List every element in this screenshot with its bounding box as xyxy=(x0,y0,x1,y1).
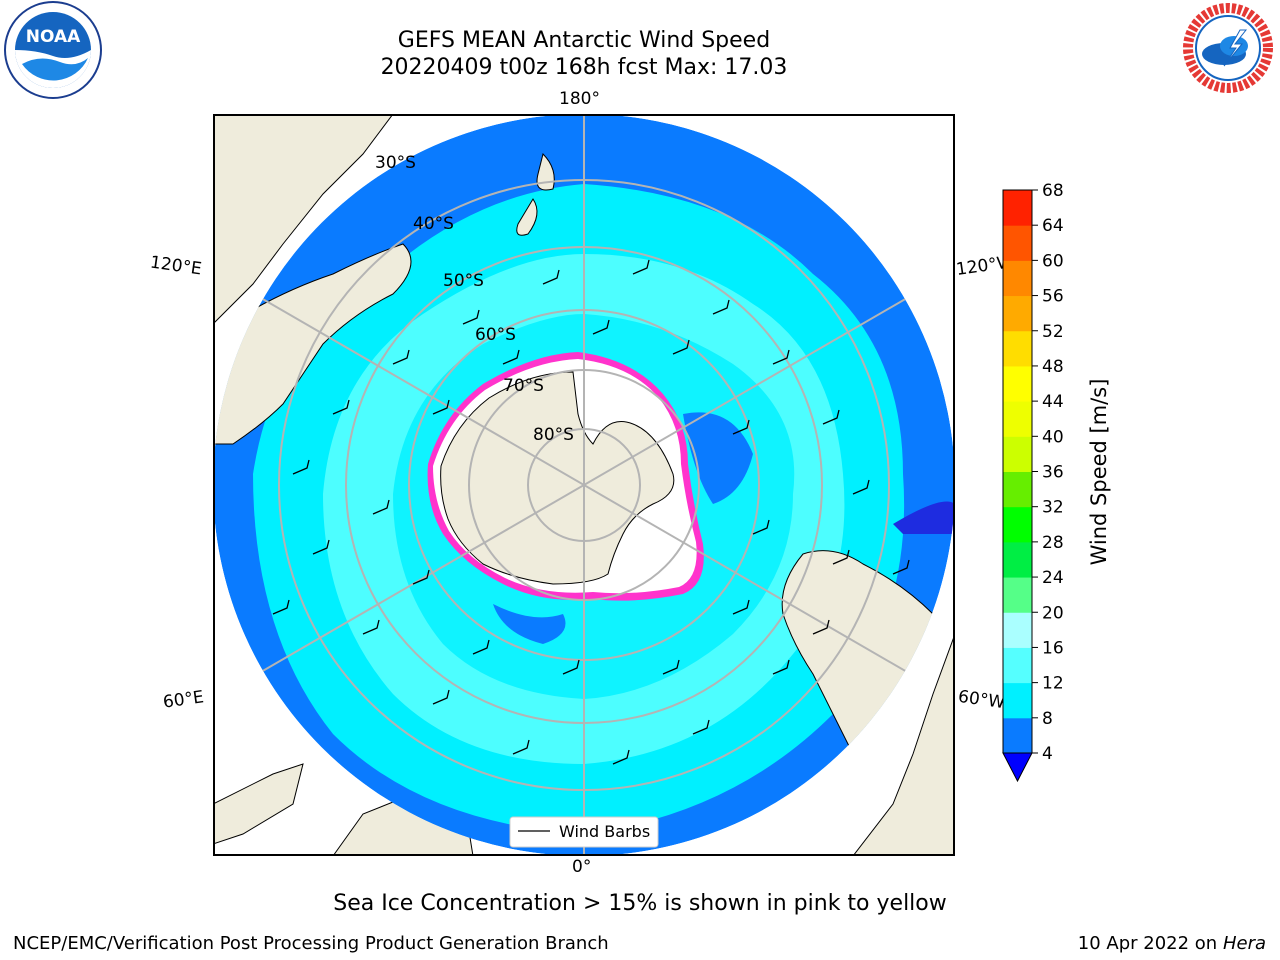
colorbar-tick-label: 4 xyxy=(1042,744,1053,764)
lat-label-40s: 40°S xyxy=(413,214,454,234)
lon-label-bottom: 0° xyxy=(572,857,592,877)
colorbar: 4 8 12 16 20 24 28 32 36 40 44 48 52 56 60 64 68 xyxy=(990,180,1130,790)
colorbar-tick-label: 32 xyxy=(1042,498,1064,518)
colorbar-segment xyxy=(1003,330,1032,367)
land-australia xyxy=(213,243,412,445)
colorbar-tick-label: 20 xyxy=(1042,603,1064,623)
land-new-zealand xyxy=(516,153,555,236)
colorbar-tick-label: 56 xyxy=(1042,287,1064,307)
nws-logo xyxy=(1178,0,1278,100)
colorbar-segment xyxy=(1003,717,1032,754)
colorbar-segment xyxy=(1003,541,1032,578)
sea-ice-caption: Sea Ice Concentration > 15% is shown in … xyxy=(333,891,947,916)
colorbar-tick-label: 68 xyxy=(1042,181,1064,201)
lon-label-upper-left: 120°E xyxy=(148,252,203,280)
colorbar-tick-label: 64 xyxy=(1042,216,1064,236)
wind-barbs xyxy=(272,259,910,765)
colorbar-tick-label: 40 xyxy=(1042,427,1064,447)
colorbar-segment xyxy=(1003,365,1032,402)
colorbar-tick-label: 48 xyxy=(1042,357,1064,377)
colorbar-segment xyxy=(1003,577,1032,613)
lon-label-top: 180° xyxy=(559,89,600,109)
footer-date: 10 Apr 2022 on Hera xyxy=(1078,933,1266,954)
colorbar-segment xyxy=(1003,260,1032,297)
colorbar-segment xyxy=(1003,471,1032,508)
lat-label-70s: 70°S xyxy=(503,376,544,396)
land-outside-topleft xyxy=(212,113,394,326)
colorbar-segment xyxy=(1003,190,1032,226)
lat-label-60s: 60°S xyxy=(475,325,516,345)
colorbar-segment xyxy=(1003,682,1032,719)
polar-map: 30°S 40°S 50°S 60°S 70°S 80°S Wind Barbs xyxy=(212,113,956,857)
colorbar-segment xyxy=(1003,295,1032,332)
colorbar-tick-label: 52 xyxy=(1042,322,1064,342)
colorbar-tick-label: 60 xyxy=(1042,251,1064,271)
colorbar-tick-label: 12 xyxy=(1042,674,1064,694)
colorbar-segment xyxy=(1003,401,1032,437)
legend-label: Wind Barbs xyxy=(559,822,650,841)
colorbar-segment xyxy=(1003,647,1032,684)
colorbar-tick-label: 36 xyxy=(1042,463,1064,483)
colorbar-segment xyxy=(1003,506,1032,543)
colorbar-tick-label: 24 xyxy=(1042,568,1064,588)
lat-label-30s: 30°S xyxy=(375,153,416,173)
lat-label-50s: 50°S xyxy=(443,271,484,291)
colorbar-tick-label: 8 xyxy=(1042,709,1053,729)
colorbar-label-wrap: Wind Speed [m/s] xyxy=(1084,360,1114,590)
footer-host: Hera xyxy=(1222,933,1266,954)
colorbar-segment xyxy=(1003,612,1032,648)
colorbar-segment xyxy=(1003,225,1032,261)
wind-barbs-legend: Wind Barbs xyxy=(509,816,659,848)
map-frame xyxy=(213,114,955,856)
lat-label-80s: 80°S xyxy=(533,425,574,445)
lon-label-lower-left: 60°E xyxy=(161,687,206,713)
chart-subtitle: 20220409 t00z 168h fcst Max: 17.03 xyxy=(380,55,788,80)
colorbar-label: Wind Speed [m/s] xyxy=(1087,378,1111,566)
footer-date-text: 10 Apr 2022 on xyxy=(1077,933,1223,954)
noaa-logo: NOAA xyxy=(0,0,106,106)
longitude-grid xyxy=(253,114,915,856)
noaa-logo-text: NOAA xyxy=(26,27,81,47)
footer-credit: NCEP/EMC/Verification Post Processing Pr… xyxy=(13,933,609,954)
chart-title: GEFS MEAN Antarctic Wind Speed xyxy=(397,28,771,53)
colorbar-segment xyxy=(1003,436,1032,472)
colorbar-tick-label: 28 xyxy=(1042,533,1064,553)
colorbar-under-triangle xyxy=(1002,752,1033,783)
colorbar-tick-label: 16 xyxy=(1042,638,1064,658)
colorbar-tick-label: 44 xyxy=(1042,392,1064,412)
